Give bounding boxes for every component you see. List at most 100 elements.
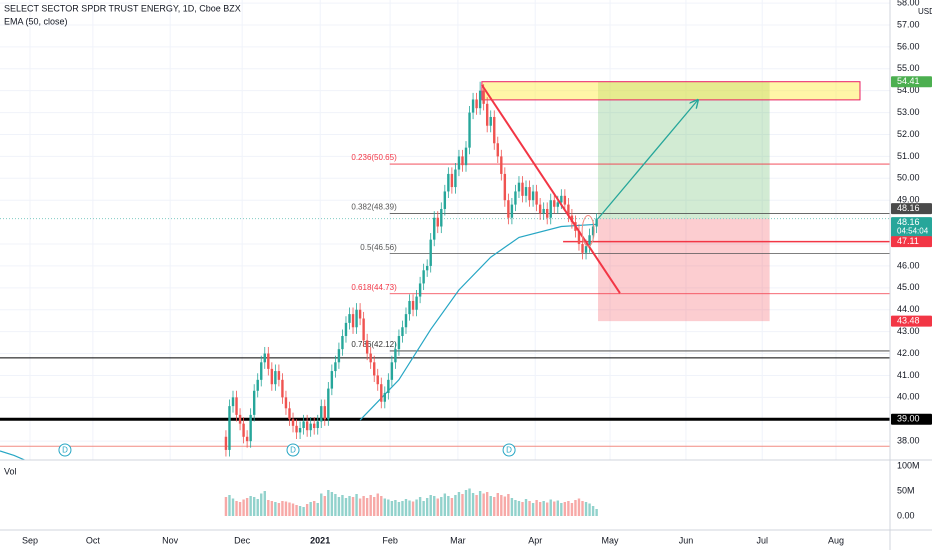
volume-bar bbox=[570, 503, 574, 516]
volume-bar bbox=[478, 491, 482, 516]
volume-bar bbox=[482, 493, 485, 516]
volume-bar bbox=[369, 495, 372, 516]
volume-bar bbox=[581, 501, 584, 516]
y-tick-label: 41.00 bbox=[897, 370, 920, 380]
candle-body bbox=[478, 90, 482, 109]
candle-body bbox=[369, 353, 372, 363]
volume-bar bbox=[348, 496, 351, 516]
volume-bar bbox=[373, 497, 376, 516]
dividend-marker bbox=[286, 443, 300, 457]
x-tick-label: May bbox=[602, 535, 620, 545]
volume-bar bbox=[394, 500, 397, 516]
volume-bar bbox=[493, 497, 496, 516]
candle-body bbox=[461, 156, 464, 166]
volume-bar bbox=[305, 504, 309, 516]
candle-body bbox=[517, 182, 521, 192]
volume-bar bbox=[433, 496, 436, 516]
volume-bar bbox=[302, 507, 305, 516]
y-tick-label: 46.00 bbox=[897, 260, 920, 270]
candle-body bbox=[316, 421, 319, 429]
candle-body bbox=[471, 99, 475, 113]
y-tick-label: 50.00 bbox=[897, 173, 920, 183]
candle-body bbox=[553, 200, 556, 207]
candle-body bbox=[595, 218, 598, 227]
volume-bar bbox=[238, 502, 242, 516]
volume-bar bbox=[316, 503, 319, 516]
indicator-title: EMA (50, close) bbox=[4, 16, 68, 26]
candle-body bbox=[482, 90, 485, 104]
candle-body bbox=[542, 208, 545, 214]
candle-body bbox=[475, 99, 478, 109]
x-tick-label: Sep bbox=[22, 535, 38, 545]
volume-bar bbox=[485, 492, 489, 516]
volume-bar bbox=[284, 501, 288, 516]
price-label: 39.00 bbox=[897, 414, 920, 424]
candle-body bbox=[503, 173, 507, 201]
candle-body bbox=[507, 200, 510, 218]
trend-line bbox=[481, 84, 621, 294]
candle-body bbox=[376, 375, 379, 385]
volume-bar bbox=[556, 500, 559, 516]
candle-body bbox=[252, 390, 256, 415]
candle-body bbox=[373, 362, 376, 376]
volume-bar bbox=[351, 497, 355, 516]
candle-body bbox=[457, 156, 461, 170]
volume-bar bbox=[411, 501, 415, 516]
volume-bar bbox=[425, 498, 429, 516]
y-tick-label: 57.00 bbox=[897, 19, 920, 29]
volume-bar bbox=[337, 497, 341, 516]
candle-body bbox=[390, 362, 394, 380]
candle-body bbox=[531, 191, 535, 201]
volume-bar bbox=[546, 502, 549, 516]
volume-bar bbox=[376, 493, 379, 516]
volume-bar bbox=[549, 499, 552, 516]
candle-body bbox=[224, 436, 228, 450]
candle-body bbox=[295, 425, 298, 433]
volume-bar bbox=[401, 501, 404, 516]
candle-body bbox=[267, 353, 270, 369]
candle-body bbox=[577, 230, 581, 245]
volume-bar bbox=[440, 497, 443, 516]
candle-body bbox=[514, 191, 517, 205]
candle-body bbox=[581, 244, 584, 253]
candle-body bbox=[411, 300, 415, 310]
stop-zone bbox=[598, 218, 770, 322]
price-label-bg bbox=[891, 203, 932, 215]
candle-body bbox=[238, 414, 242, 424]
volume-bar bbox=[365, 498, 369, 516]
candle-body bbox=[249, 414, 252, 442]
volume-bar bbox=[270, 501, 274, 516]
volume-bar bbox=[560, 503, 563, 516]
candle-body bbox=[362, 318, 365, 341]
volume-bar bbox=[591, 506, 595, 516]
candle-body bbox=[422, 270, 425, 284]
volume-bar bbox=[447, 496, 450, 516]
volume-bar bbox=[288, 502, 291, 516]
currency: USD bbox=[918, 7, 932, 16]
y-tick-label: 52.00 bbox=[897, 129, 920, 139]
volume-bar bbox=[577, 498, 581, 516]
volume-bar bbox=[245, 498, 249, 516]
volume-bar bbox=[256, 499, 259, 516]
price-label: 48.16 bbox=[897, 203, 920, 213]
candle-body bbox=[546, 208, 549, 218]
dividend-marker bbox=[58, 443, 72, 457]
volume-bar bbox=[475, 495, 478, 516]
resistance-zone bbox=[481, 81, 861, 101]
candle-body bbox=[397, 336, 401, 350]
candle-body bbox=[485, 103, 489, 126]
volume-bar bbox=[595, 509, 598, 516]
x-tick-label: 2021 bbox=[310, 535, 330, 545]
candle-body bbox=[341, 336, 344, 350]
candle-body bbox=[291, 419, 295, 426]
candle-body bbox=[337, 349, 341, 363]
price-label-bg bbox=[891, 315, 932, 327]
x-tick-label: Jun bbox=[679, 535, 694, 545]
volume-bar bbox=[507, 494, 510, 516]
volume-pane bbox=[224, 488, 598, 516]
price-label: 47.11 bbox=[897, 236, 919, 246]
candle-body bbox=[468, 112, 471, 148]
candle-body bbox=[313, 423, 316, 429]
candle-body bbox=[436, 217, 439, 227]
